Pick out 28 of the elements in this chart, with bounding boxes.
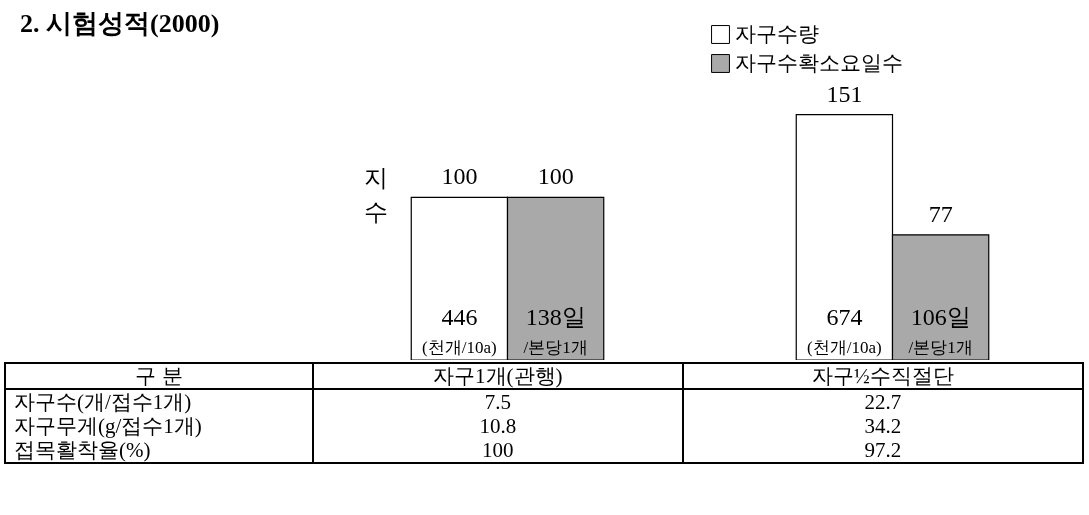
data-label: 100 [537, 163, 574, 190]
text: 자구수(개/접수1개) [5, 389, 313, 414]
annotation: (천개/10a) [422, 338, 497, 357]
annotation: 446 [441, 304, 478, 330]
annotation: /본당1개 [908, 338, 973, 357]
text: 7.5 [313, 389, 683, 414]
text: 접목활착율(%) [5, 438, 313, 463]
legend-label: 자구수량 [735, 21, 819, 46]
x-tick-label: 자구1개(관행) [313, 363, 683, 389]
text: 10.8 [313, 414, 683, 438]
y-axis-title: 지수 [363, 164, 388, 225]
text: 100 [313, 438, 683, 463]
text: 34.2 [682, 414, 1083, 438]
annotation: 106일 [910, 304, 971, 330]
text: 97.2 [682, 438, 1083, 463]
legend-label: 자구수확소요일수 [735, 50, 903, 75]
data-label: 100 [441, 163, 478, 190]
text: 구 분 [5, 363, 313, 389]
annotation: (천개/10a) [807, 338, 882, 357]
data-label: 77 [928, 200, 953, 227]
annotation: /본당1개 [523, 338, 588, 357]
x-tick-label: 자구½수직절단 [682, 363, 1083, 389]
data-label: 151 [826, 80, 863, 107]
chart-title: 2. 시험성적(2000) [20, 8, 220, 40]
annotation: 138일 [525, 304, 586, 330]
text: 22.7 [682, 389, 1083, 414]
annotation: 674 [826, 304, 863, 330]
text: 자구무게(g/접수1개) [5, 414, 313, 438]
